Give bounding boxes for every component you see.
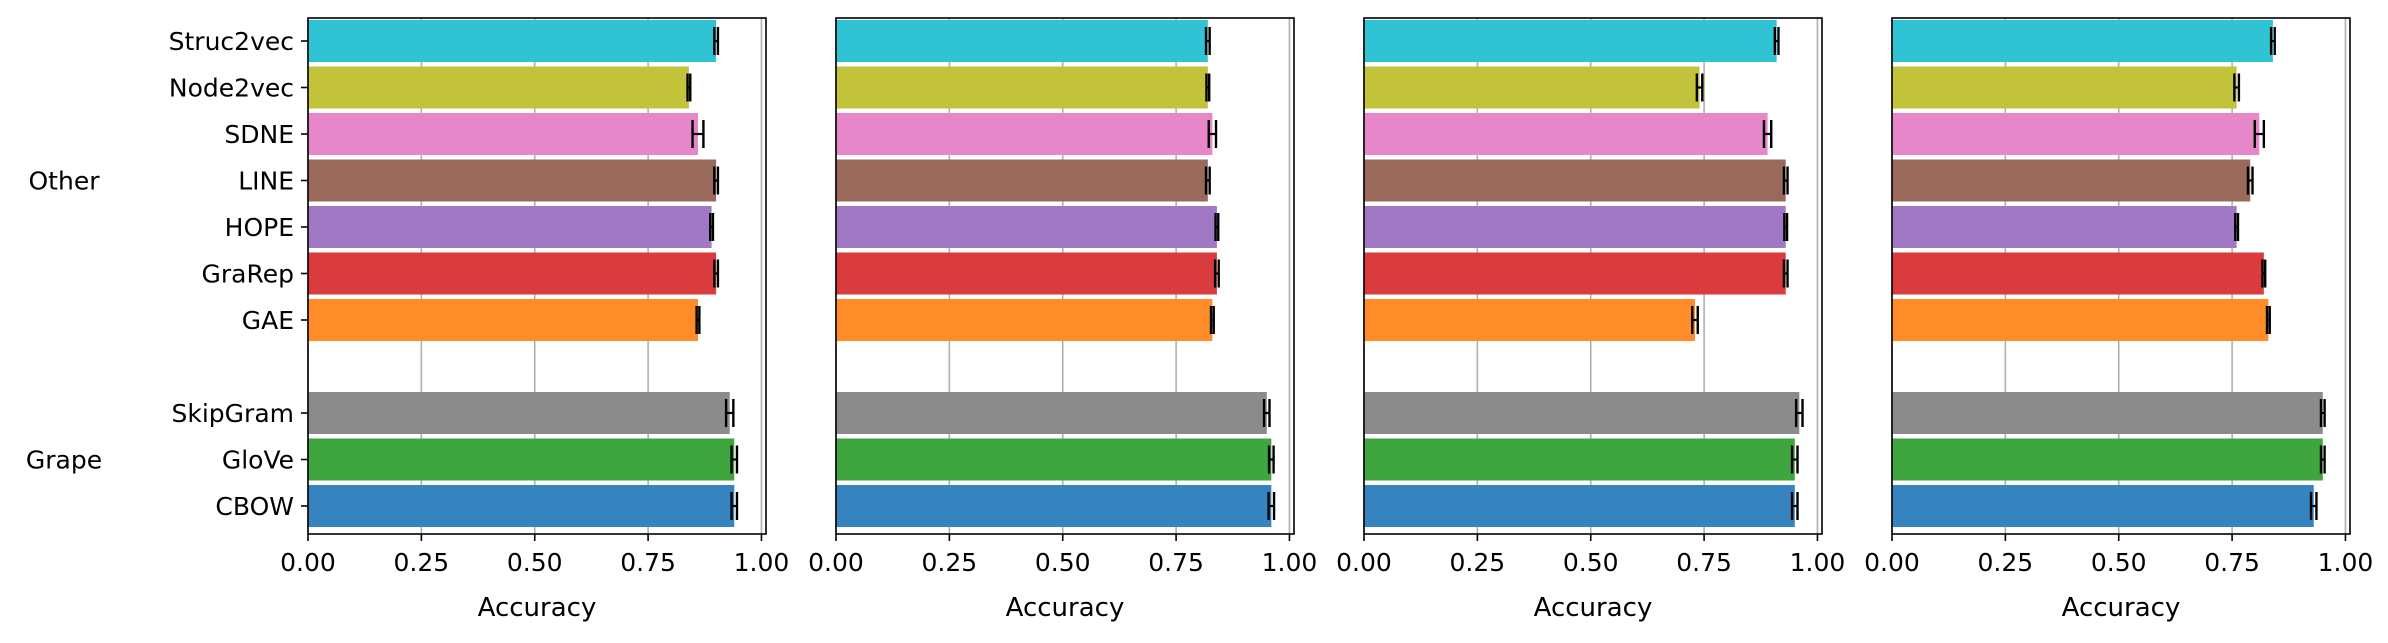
x-axis-label: Accuracy bbox=[478, 593, 597, 623]
x-tick-label: 1.00 bbox=[734, 548, 790, 577]
panel-2: 0.00 0.25 0.50 0.75 1.00 Accuracy bbox=[808, 17, 1318, 623]
x-tick-label: 0.00 bbox=[280, 548, 336, 577]
bar-hope bbox=[1892, 206, 2237, 248]
x-tick-label: 0.25 bbox=[394, 548, 450, 577]
x-tick-label: 0.00 bbox=[1864, 548, 1920, 577]
bar-skipgram bbox=[836, 392, 1267, 434]
bar-grarep bbox=[836, 252, 1217, 295]
bar-line bbox=[1892, 159, 2251, 202]
y-tick-label-gae: GAE bbox=[242, 306, 294, 335]
bar-line bbox=[836, 159, 1208, 202]
bar-grarep bbox=[308, 252, 717, 295]
panel-3: 0.00 0.25 0.50 0.75 1.00 Accuracy bbox=[1336, 17, 1846, 623]
x-tick-label: 0.50 bbox=[507, 548, 563, 577]
x-axis-label: Accuracy bbox=[1534, 593, 1653, 623]
x-tick-label: 1.00 bbox=[1262, 548, 1318, 577]
y-tick-label-grarep: GraRep bbox=[202, 260, 294, 289]
bar-struc2vec bbox=[308, 20, 717, 62]
bar-sdne bbox=[308, 113, 698, 155]
bar-grarep bbox=[1364, 252, 1786, 295]
x-axis-label: Accuracy bbox=[1006, 593, 1125, 623]
y-tick-label-struc2vec: Struc2vec bbox=[169, 27, 294, 56]
panel-frame bbox=[307, 17, 767, 535]
x-tick-label: 0.00 bbox=[808, 548, 864, 577]
y-tick-label-skipgram: SkipGram bbox=[172, 399, 295, 428]
x-tick-label: 1.00 bbox=[1790, 548, 1846, 577]
y-tick-label-hope: HOPE bbox=[225, 213, 294, 242]
panel-frame bbox=[1363, 17, 1823, 535]
x-tick-label: 0.75 bbox=[1148, 548, 1204, 577]
bar-cbow bbox=[1364, 485, 1795, 527]
bar-gae bbox=[836, 299, 1213, 341]
y-tick-label-line: LINE bbox=[238, 167, 294, 196]
bar-cbow bbox=[836, 485, 1272, 527]
bar-line bbox=[308, 159, 717, 202]
bar-sdne bbox=[1364, 113, 1768, 155]
x-tick-label: 0.75 bbox=[2204, 548, 2260, 577]
bar-cbow bbox=[308, 485, 735, 527]
bar-node2vec bbox=[836, 66, 1208, 109]
y-tick-label-sdne: SDNE bbox=[224, 120, 294, 149]
bar-gae bbox=[1892, 299, 2269, 341]
x-axis-label: Accuracy bbox=[2062, 593, 2181, 623]
bar-hope bbox=[1364, 206, 1786, 248]
bar-node2vec bbox=[308, 66, 689, 109]
bar-glove bbox=[1364, 438, 1795, 481]
x-tick-label: 0.50 bbox=[2091, 548, 2147, 577]
panel-frame bbox=[1891, 17, 2351, 535]
bar-glove bbox=[308, 438, 735, 481]
y-tick-label-cbow: CBOW bbox=[215, 492, 294, 521]
bar-glove bbox=[836, 438, 1272, 481]
group-label-other: Other bbox=[29, 167, 101, 196]
x-tick-label: 0.75 bbox=[620, 548, 676, 577]
bar-glove bbox=[1892, 438, 2323, 481]
bar-gae bbox=[308, 299, 698, 341]
bar-node2vec bbox=[1892, 66, 2237, 109]
panel-4: 0.00 0.25 0.50 0.75 1.00 Accuracy bbox=[1864, 17, 2374, 623]
bar-skipgram bbox=[1892, 392, 2323, 434]
bar-struc2vec bbox=[1892, 20, 2273, 62]
bar-node2vec bbox=[1364, 66, 1700, 109]
bar-sdne bbox=[836, 113, 1213, 155]
bar-sdne bbox=[1892, 113, 2260, 155]
x-tick-label: 0.75 bbox=[1676, 548, 1732, 577]
bar-struc2vec bbox=[836, 20, 1208, 62]
bar-cbow bbox=[1892, 485, 2314, 527]
bar-skipgram bbox=[1364, 392, 1800, 434]
panel-1: 0.00 0.25 0.50 0.75 1.00 Accuracy Struc2vec Nod… bbox=[169, 17, 790, 623]
x-tick-label: 0.50 bbox=[1563, 548, 1619, 577]
bar-line bbox=[1364, 159, 1786, 202]
bar-struc2vec bbox=[1364, 20, 1777, 62]
x-tick-label: 0.00 bbox=[1336, 548, 1392, 577]
x-tick-label: 0.50 bbox=[1035, 548, 1091, 577]
x-tick-label: 1.00 bbox=[2318, 548, 2374, 577]
x-tick-label: 0.25 bbox=[1978, 548, 2034, 577]
bar-grarep bbox=[1892, 252, 2264, 295]
y-tick-label-node2vec: Node2vec bbox=[169, 74, 294, 103]
bar-hope bbox=[308, 206, 712, 248]
panel-frame bbox=[835, 17, 1295, 535]
y-tick-label-glove: GloVe bbox=[222, 446, 294, 475]
bar-skipgram bbox=[308, 392, 730, 434]
bar-hope bbox=[836, 206, 1217, 248]
x-tick-label: 0.25 bbox=[1450, 548, 1506, 577]
group-label-grape: Grape bbox=[26, 446, 102, 475]
bar-gae bbox=[1364, 299, 1696, 341]
x-tick-label: 0.25 bbox=[922, 548, 978, 577]
